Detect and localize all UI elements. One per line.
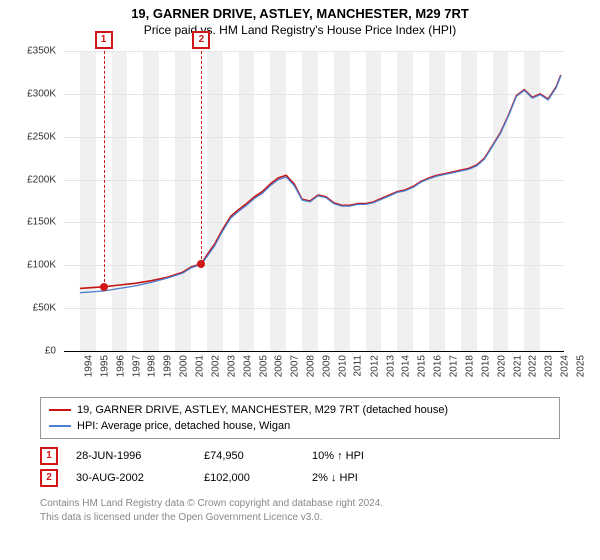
chart-subtitle: Price paid vs. HM Land Registry's House … xyxy=(0,23,600,37)
event-line xyxy=(104,51,105,287)
event-row: 1 28-JUN-1996 £74,950 10% ↑ HPI xyxy=(40,445,560,467)
event-diff: 10% ↑ HPI xyxy=(312,450,402,462)
x-tick-label: 2020 xyxy=(496,355,507,377)
event-date: 30-AUG-2002 xyxy=(76,472,186,484)
series-line xyxy=(80,75,561,288)
x-tick-label: 2023 xyxy=(544,355,555,377)
x-tick-label: 2012 xyxy=(369,355,380,377)
event-marker: 1 xyxy=(40,447,58,465)
event-date: 28-JUN-1996 xyxy=(76,450,186,462)
legend-label: 19, GARNER DRIVE, ASTLEY, MANCHESTER, M2… xyxy=(77,404,448,416)
event-row: 2 30-AUG-2002 £102,000 2% ↓ HPI xyxy=(40,467,560,489)
event-marker: 1 xyxy=(95,31,113,49)
legend-row: 19, GARNER DRIVE, ASTLEY, MANCHESTER, M2… xyxy=(49,402,551,418)
x-tick-label: 1994 xyxy=(83,355,94,377)
x-tick-label: 2025 xyxy=(575,355,586,377)
title-block: 19, GARNER DRIVE, ASTLEY, MANCHESTER, M2… xyxy=(0,0,600,37)
y-tick-label: £0 xyxy=(20,346,56,357)
legend: 19, GARNER DRIVE, ASTLEY, MANCHESTER, M2… xyxy=(40,397,560,439)
chart-title: 19, GARNER DRIVE, ASTLEY, MANCHESTER, M2… xyxy=(0,6,600,21)
x-tick-label: 2004 xyxy=(242,355,253,377)
event-line xyxy=(201,51,202,264)
x-tick-label: 2003 xyxy=(226,355,237,377)
series-line xyxy=(80,76,561,293)
footer-line2: This data is licensed under the Open Gov… xyxy=(40,511,560,525)
x-tick-label: 2017 xyxy=(448,355,459,377)
event-price: £74,950 xyxy=(204,450,294,462)
x-tick-label: 2002 xyxy=(210,355,221,377)
y-tick-label: £50K xyxy=(20,303,56,314)
x-tick-label: 2022 xyxy=(528,355,539,377)
event-diff: 2% ↓ HPI xyxy=(312,472,402,484)
y-tick-label: £200K xyxy=(20,174,56,185)
y-tick-label: £100K xyxy=(20,260,56,271)
legend-row: HPI: Average price, detached house, Wiga… xyxy=(49,418,551,434)
x-tick-label: 2019 xyxy=(480,355,491,377)
legend-swatch xyxy=(49,409,71,411)
line-series-svg xyxy=(64,51,564,351)
y-tick-label: £150K xyxy=(20,217,56,228)
x-tick-label: 2008 xyxy=(305,355,316,377)
legend-label: HPI: Average price, detached house, Wiga… xyxy=(77,420,290,432)
x-tick-label: 1998 xyxy=(147,355,158,377)
x-tick-label: 2024 xyxy=(559,355,570,377)
event-dot xyxy=(100,283,108,291)
events-table: 1 28-JUN-1996 £74,950 10% ↑ HPI 2 30-AUG-2002… xyxy=(40,445,560,489)
y-tick-label: £300K xyxy=(20,88,56,99)
event-price: £102,000 xyxy=(204,472,294,484)
footer-line1: Contains HM Land Registry data © Crown c… xyxy=(40,497,560,511)
footer: Contains HM Land Registry data © Crown c… xyxy=(40,497,560,524)
x-tick-label: 2018 xyxy=(464,355,475,377)
x-tick-label: 2014 xyxy=(401,355,412,377)
x-tick-label: 1999 xyxy=(163,355,174,377)
x-tick-label: 2021 xyxy=(512,355,523,377)
x-tick-label: 2015 xyxy=(417,355,428,377)
x-tick-label: 2011 xyxy=(352,355,363,377)
y-tick-label: £350K xyxy=(20,46,56,57)
x-tick-label: 2016 xyxy=(432,355,443,377)
chart-area: 1994 1995 1996 1997 1998 1999 2000 2001 2002 2003… xyxy=(20,43,580,393)
x-tick-label: 1997 xyxy=(131,355,142,377)
x-tick-label: 2007 xyxy=(290,355,301,377)
x-tick-label: 2009 xyxy=(321,355,332,377)
x-tick-label: 2000 xyxy=(178,355,189,377)
plot-area xyxy=(64,51,564,352)
x-tick-label: 2001 xyxy=(194,355,205,377)
event-marker: 2 xyxy=(40,469,58,487)
x-tick-label: 1995 xyxy=(99,355,110,377)
x-tick-label: 1996 xyxy=(115,355,126,377)
event-dot xyxy=(197,260,205,268)
x-tick-label: 2006 xyxy=(274,355,285,377)
x-tick-label: 2005 xyxy=(258,355,269,377)
x-tick-label: 2013 xyxy=(385,355,396,377)
legend-swatch xyxy=(49,425,71,427)
event-marker: 2 xyxy=(192,31,210,49)
y-tick-label: £250K xyxy=(20,131,56,142)
x-tick-label: 2010 xyxy=(337,355,348,377)
